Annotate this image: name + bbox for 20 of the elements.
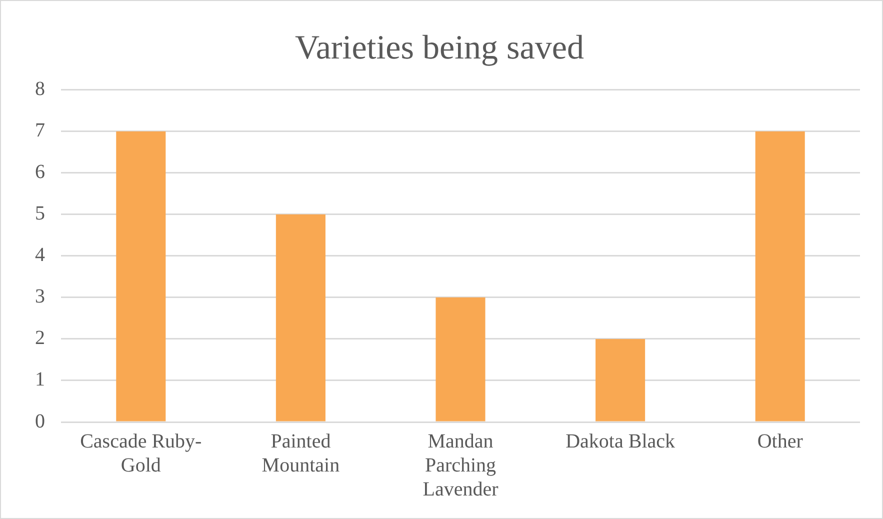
y-tick-label: 6 [35, 161, 45, 184]
y-tick-label: 4 [35, 244, 45, 266]
bar [755, 131, 805, 422]
y-tick-label: 7 [35, 120, 45, 142]
x-tick-label: Dakota Black [566, 430, 676, 452]
bar [116, 131, 166, 422]
x-tick-label: Painted Mountain [262, 430, 340, 476]
y-tick-label: 8 [35, 78, 45, 100]
bar [276, 214, 326, 422]
y-tick-label: 5 [35, 202, 45, 225]
bar [436, 297, 486, 422]
chart-title: Varieties being saved [295, 29, 584, 66]
bar [596, 338, 646, 422]
x-tick-label: Other [757, 430, 804, 452]
y-tick-label: 3 [35, 286, 45, 308]
y-tick-label: 0 [35, 410, 45, 432]
x-tick-label: Mandan Parching Lavender [422, 430, 499, 500]
y-tick-label: 2 [35, 327, 45, 350]
x-tick-label: Cascade Ruby-Gold [80, 430, 202, 476]
y-tick-label: 1 [35, 368, 45, 391]
